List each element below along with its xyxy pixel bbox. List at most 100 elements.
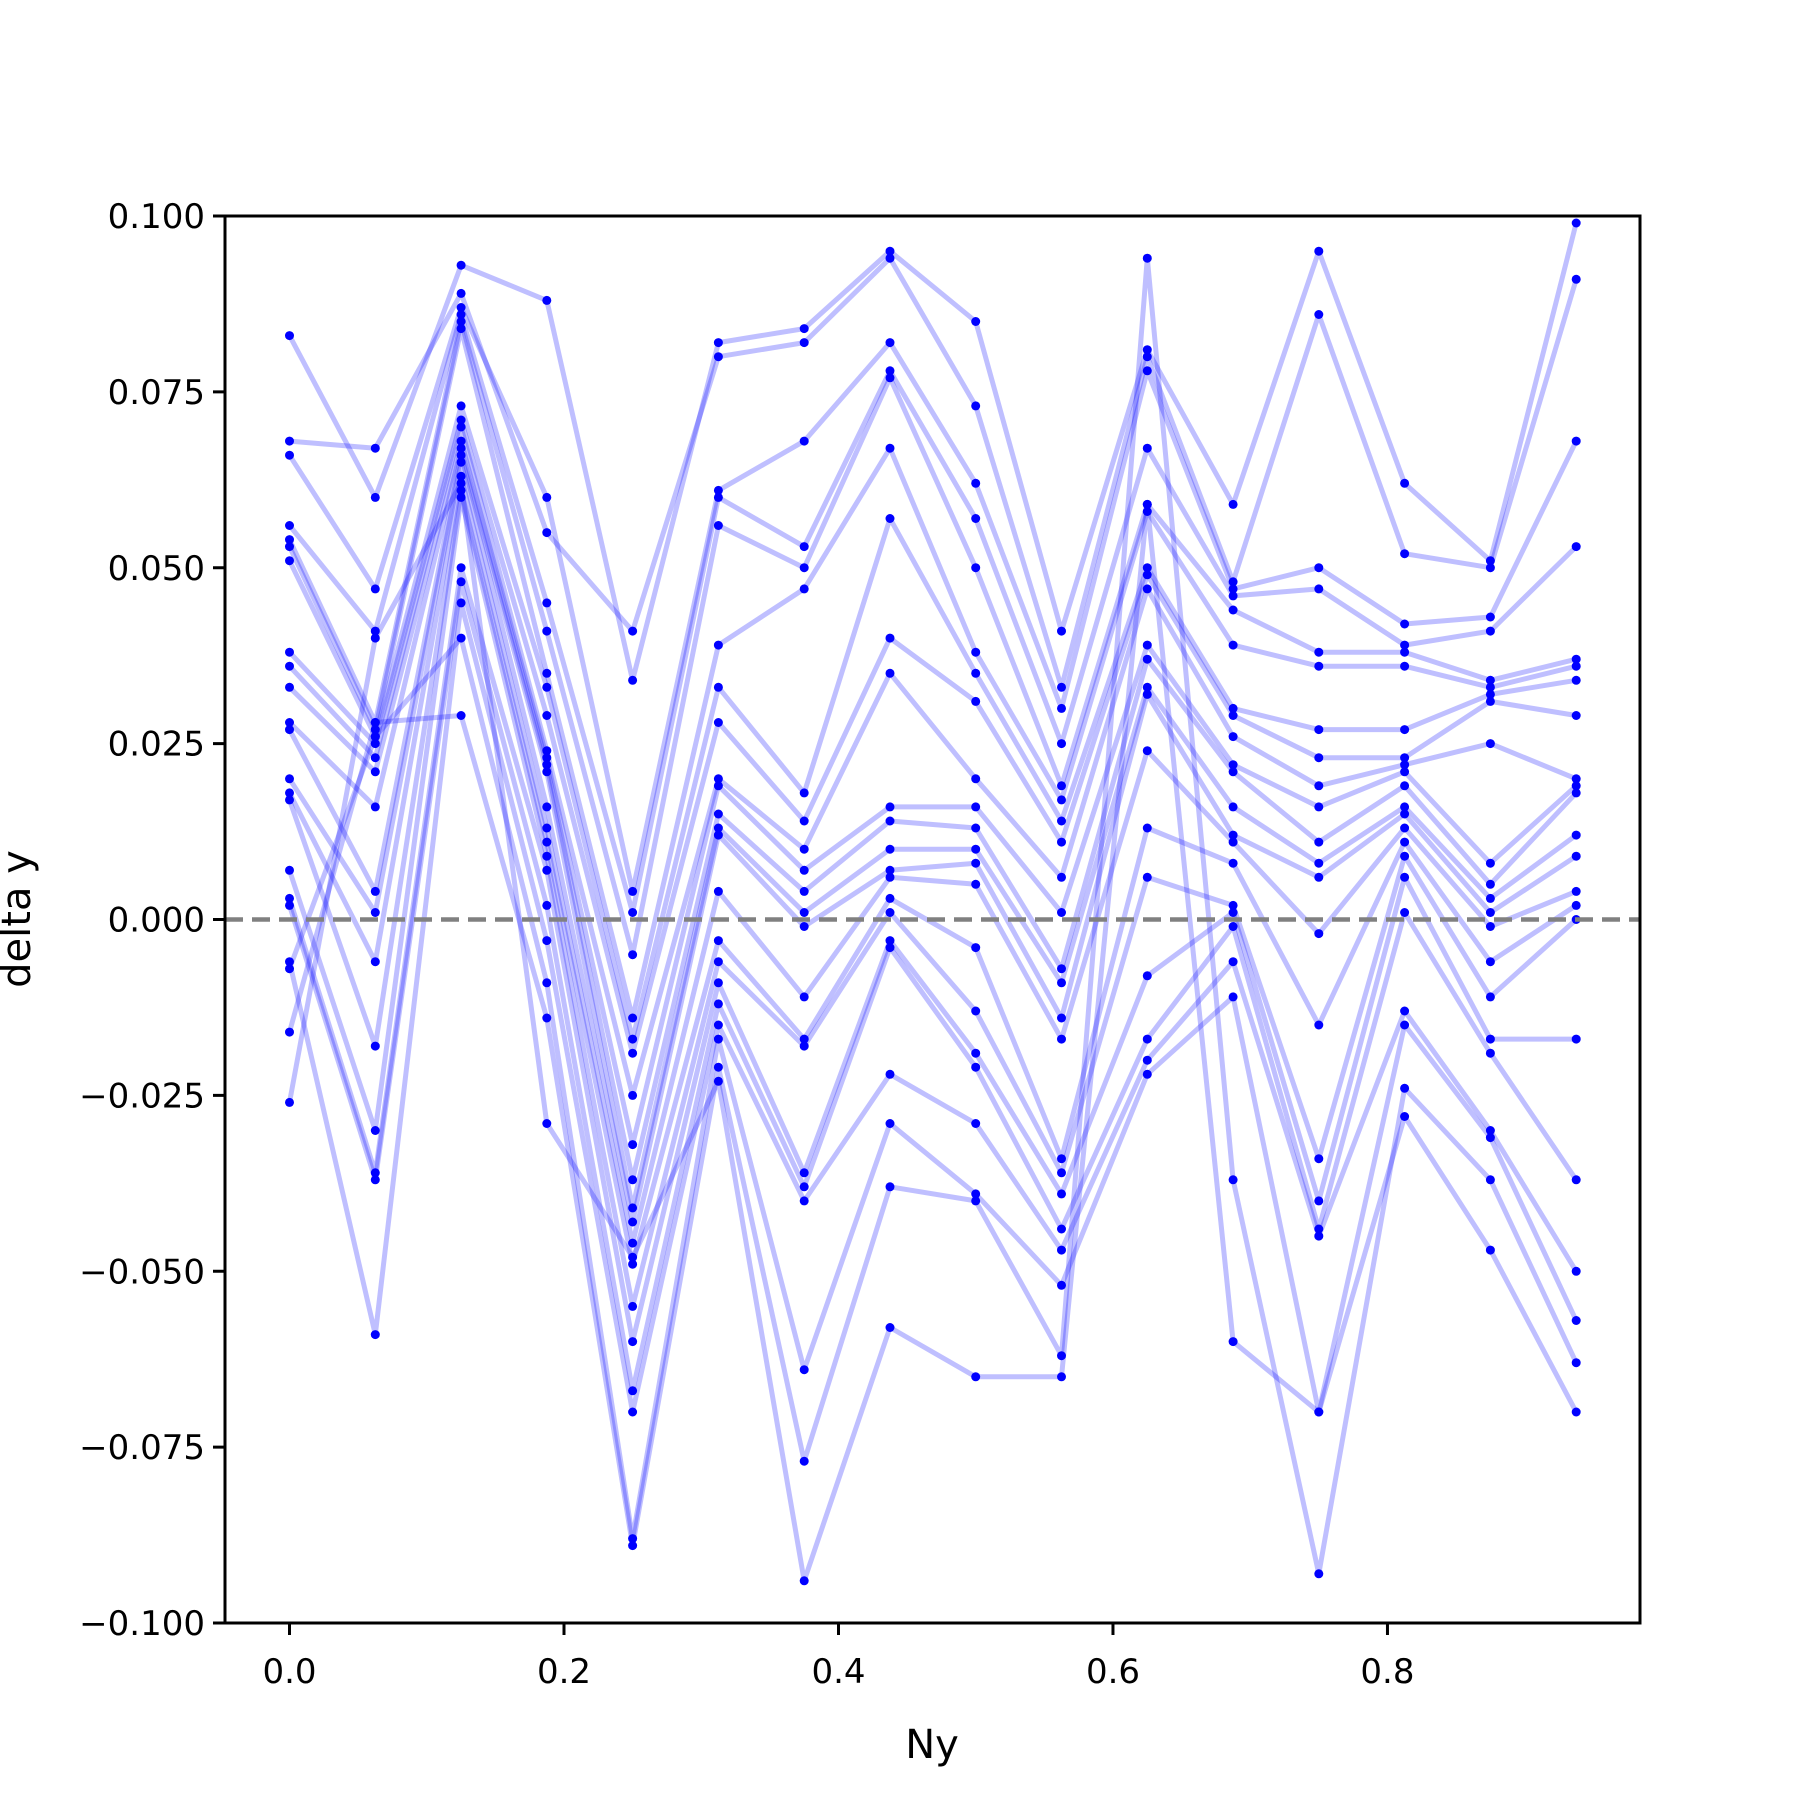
- data-point: [1142, 654, 1152, 664]
- data-point: [285, 661, 294, 671]
- series-line: [289, 255, 1579, 690]
- data-point: [1057, 964, 1066, 974]
- data-point: [1314, 1231, 1324, 1241]
- data-point: [1314, 781, 1324, 791]
- data-point: [713, 999, 723, 1009]
- data-point: [456, 415, 466, 425]
- series-line: [287, 403, 1577, 1042]
- data-point: [971, 647, 981, 657]
- data-point: [1142, 366, 1152, 376]
- data-point: [628, 1013, 638, 1023]
- data-point: [713, 809, 723, 819]
- data-point: [1057, 781, 1066, 791]
- data-point: [285, 718, 294, 727]
- data-point: [628, 1203, 638, 1213]
- data-point: [1142, 253, 1152, 263]
- data-point: [628, 1034, 638, 1044]
- data-point: [713, 886, 723, 896]
- data-point: [1485, 696, 1495, 706]
- data-point: [799, 436, 809, 446]
- data-point: [799, 338, 809, 348]
- data-point: [799, 542, 809, 552]
- data-point: [456, 422, 466, 432]
- data-point: [713, 830, 723, 840]
- data-point: [799, 922, 809, 931]
- data-point: [1571, 900, 1581, 910]
- data-point: [1485, 556, 1495, 566]
- data-point: [1485, 879, 1495, 889]
- data-point: [456, 324, 466, 334]
- data-point: [285, 795, 294, 805]
- data-point: [971, 1196, 981, 1206]
- data-point: [713, 774, 723, 784]
- data-point: [1314, 584, 1324, 594]
- data-point: [1571, 774, 1581, 784]
- data-point: [370, 1126, 380, 1135]
- data-point: [1057, 1372, 1066, 1382]
- data-point: [713, 936, 723, 946]
- data-point: [971, 823, 981, 833]
- data-point: [885, 253, 895, 263]
- data-point: [542, 802, 552, 812]
- data-point: [713, 823, 723, 833]
- data-point: [1571, 218, 1581, 228]
- series-line: [287, 326, 1577, 1021]
- data-point: [1400, 478, 1410, 488]
- data-point: [1142, 499, 1152, 509]
- data-point: [885, 443, 895, 453]
- data-point: [370, 492, 380, 502]
- data-point: [370, 626, 380, 636]
- data-point: [885, 936, 895, 946]
- data-point: [1485, 908, 1495, 917]
- x-axis: 0.0 0.2 0.4 0.6 0.8: [262, 1623, 1415, 1692]
- data-point: [285, 450, 294, 460]
- data-point: [1400, 809, 1410, 819]
- data-point: [456, 450, 466, 460]
- data-point: [1057, 1280, 1066, 1290]
- data-point: [1485, 893, 1495, 903]
- data-point: [1228, 858, 1238, 868]
- data-point: [1228, 900, 1238, 910]
- data-point: [456, 288, 466, 298]
- data-point: [1314, 1154, 1324, 1164]
- data-point: [542, 823, 552, 833]
- data-point: [628, 1238, 638, 1248]
- data-point: [1400, 1020, 1410, 1030]
- data-point: [799, 788, 809, 798]
- data-point: [285, 521, 294, 530]
- data-point: [971, 317, 981, 326]
- data-point: [1057, 703, 1066, 713]
- data-point: [971, 1119, 981, 1128]
- data-point: [370, 1041, 380, 1051]
- data-point: [456, 711, 466, 720]
- data-point: [885, 668, 895, 678]
- data-point: [1142, 746, 1152, 756]
- data-point: [1571, 788, 1581, 798]
- data-point: [1314, 872, 1324, 882]
- data-point: [1057, 816, 1066, 826]
- data-point: [1571, 1175, 1581, 1185]
- series-line: [287, 579, 1579, 1394]
- data-point: [799, 844, 809, 854]
- data-point: [285, 1027, 294, 1037]
- data-point: [1314, 310, 1324, 319]
- data-point: [542, 753, 552, 763]
- data-point: [370, 1330, 380, 1340]
- data-point: [370, 732, 380, 742]
- x-tick-label: 0.8: [1360, 1652, 1414, 1692]
- data-point: [1142, 682, 1152, 692]
- data-point: [885, 802, 895, 812]
- data-point: [1485, 1245, 1495, 1255]
- data-point: [713, 957, 723, 967]
- data-point: [1400, 767, 1410, 777]
- data-point: [456, 436, 466, 446]
- data-point: [1485, 682, 1495, 692]
- data-point: [542, 746, 552, 756]
- data-point: [1485, 675, 1495, 685]
- data-point: [1314, 837, 1324, 847]
- data-point: [1142, 1034, 1152, 1044]
- data-point: [1400, 837, 1410, 847]
- data-point: [1228, 711, 1238, 720]
- data-point: [1057, 739, 1066, 749]
- data-point: [285, 535, 294, 545]
